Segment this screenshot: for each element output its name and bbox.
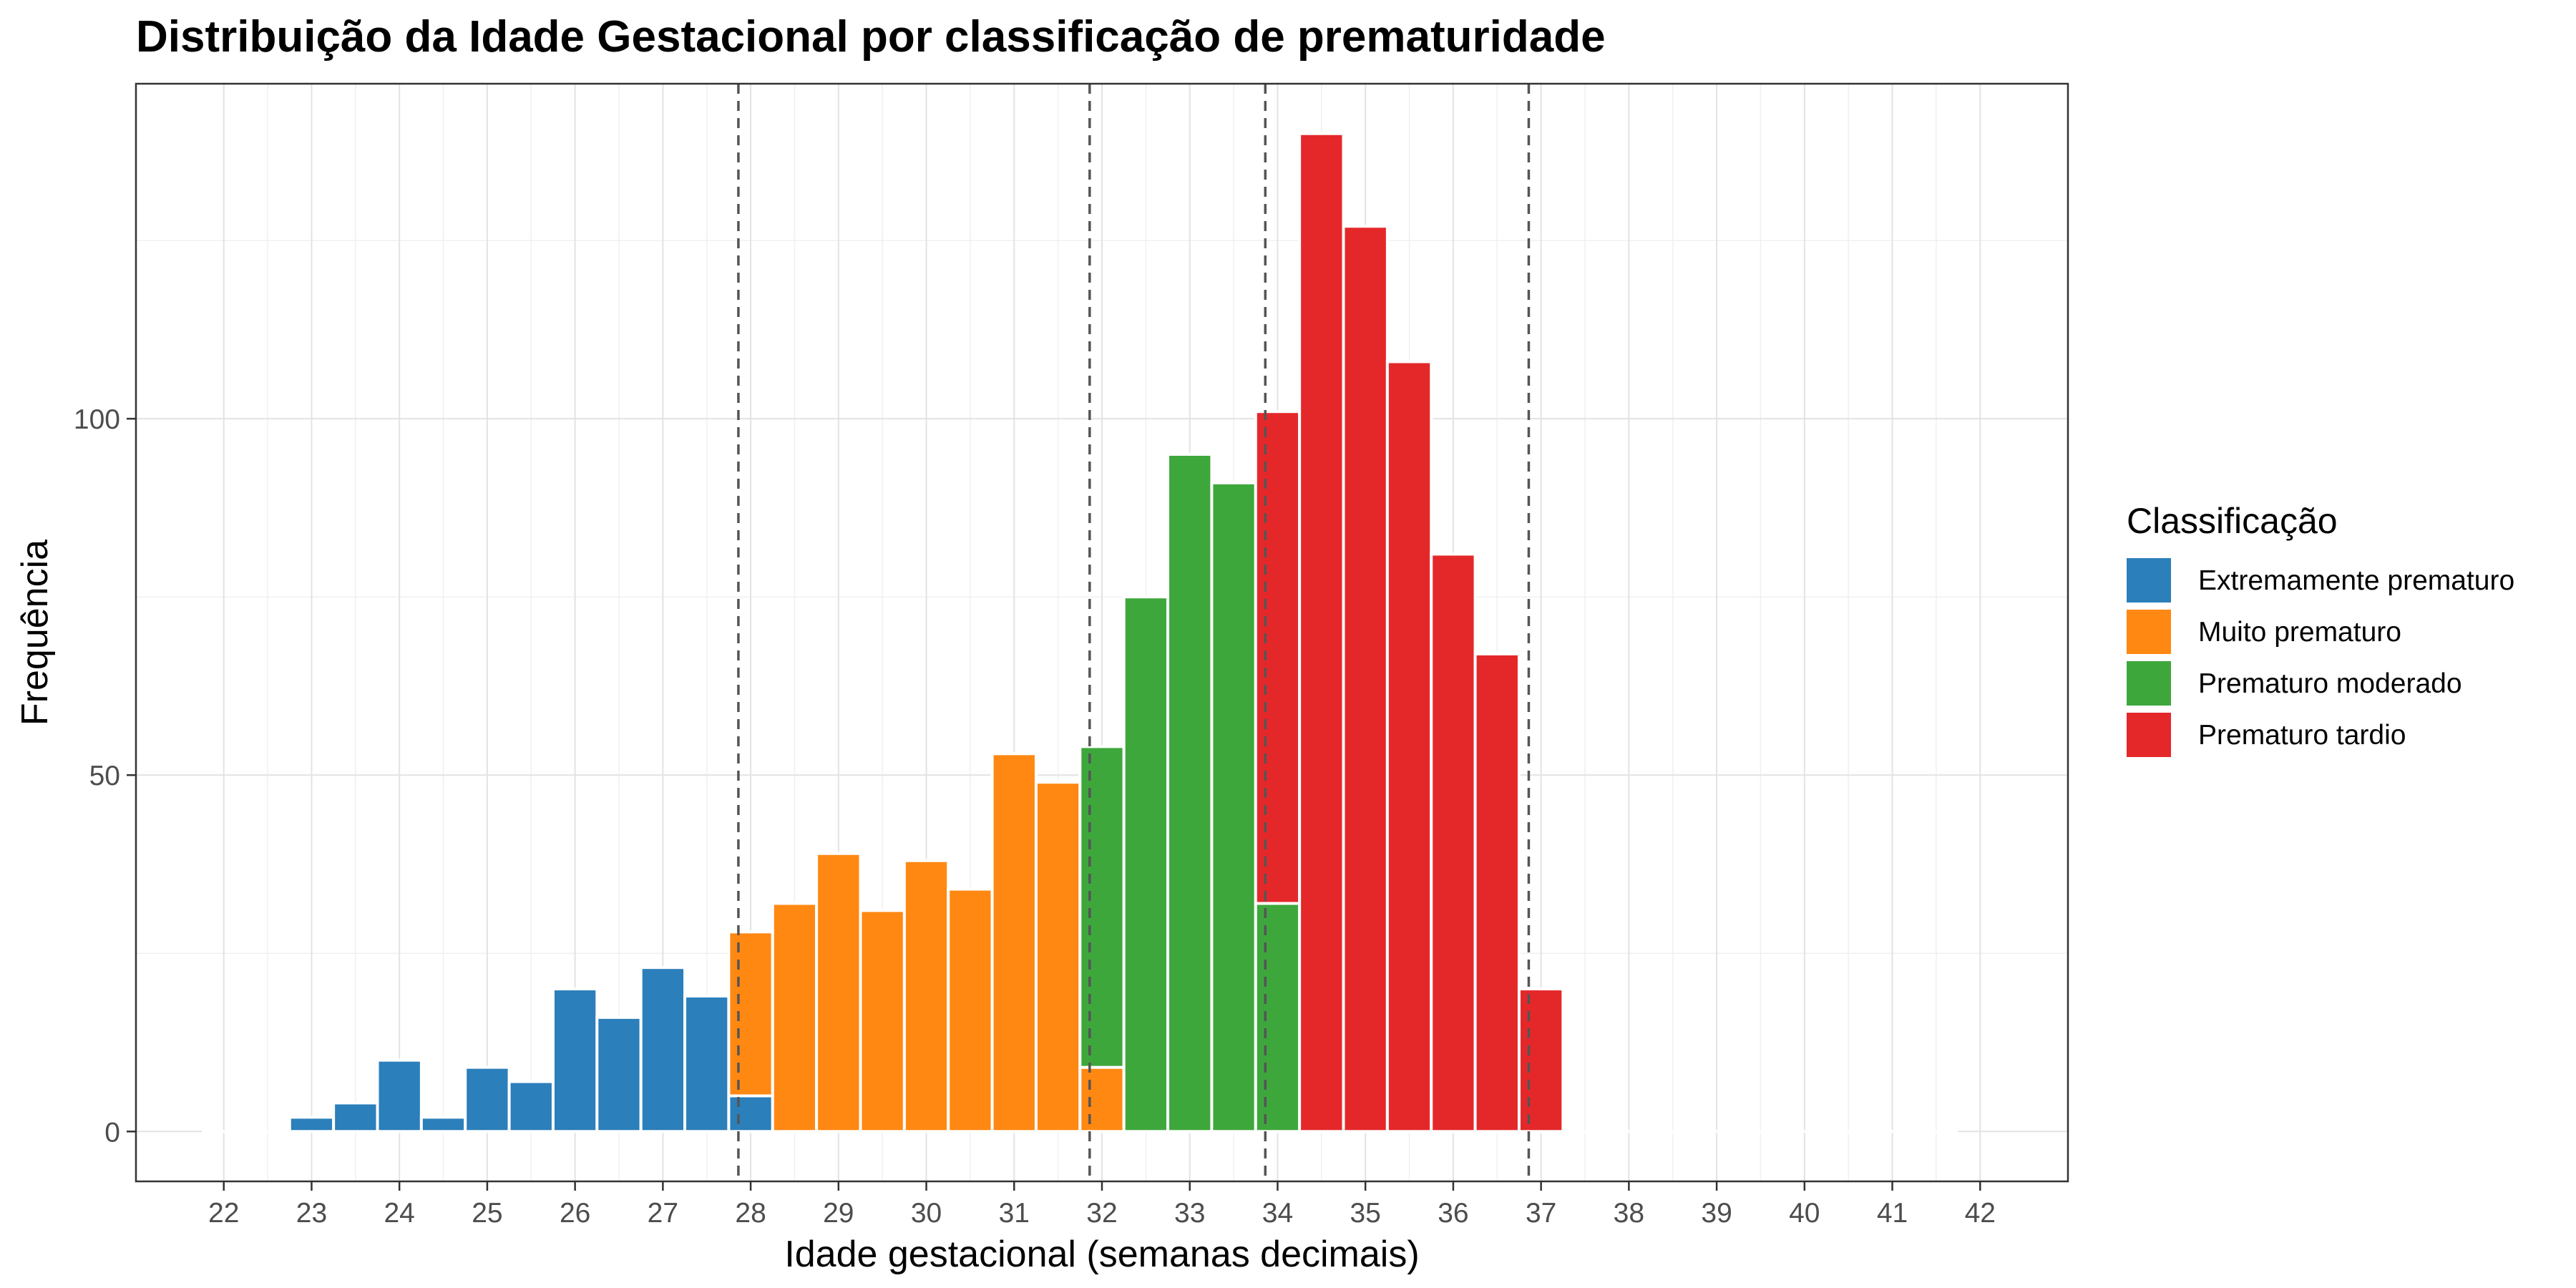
bar bbox=[902, 859, 950, 1133]
bar bbox=[859, 909, 906, 1133]
x-tick-label: 22 bbox=[208, 1198, 239, 1229]
y-tick-label: 100 bbox=[74, 404, 120, 435]
bar bbox=[639, 966, 687, 1133]
bar bbox=[1473, 652, 1521, 1133]
reference-lines bbox=[737, 84, 1531, 1181]
x-tick-label: 31 bbox=[999, 1198, 1030, 1229]
bar bbox=[551, 987, 599, 1133]
legend-label: Extremamente prematuro bbox=[2198, 565, 2514, 596]
x-tick-label: 28 bbox=[735, 1198, 766, 1229]
legend-label: Prematuro tardio bbox=[2198, 720, 2406, 751]
x-axis-title: Idade gestacional (semanas decimais) bbox=[784, 1234, 1419, 1275]
x-tick-label: 30 bbox=[911, 1198, 942, 1229]
x-axis: 22 23 24 25 26 27 28 29 30 31 32 33 34 35 36 37 38 39 40 41… bbox=[208, 1181, 1996, 1229]
bar bbox=[1254, 902, 1302, 1133]
x-tick-label: 23 bbox=[296, 1198, 327, 1229]
x-tick-label: 27 bbox=[648, 1198, 678, 1229]
y-tick-label: 0 bbox=[104, 1117, 120, 1148]
x-tick-label: 35 bbox=[1350, 1198, 1380, 1229]
x-tick-label: 41 bbox=[1877, 1198, 1908, 1229]
x-tick-label: 26 bbox=[560, 1198, 590, 1229]
x-tick-label: 33 bbox=[1174, 1198, 1205, 1229]
bars bbox=[202, 132, 1958, 1133]
chart-title: Distribuição da Idade Gestacional por cl… bbox=[136, 12, 1606, 62]
x-tick-label: 40 bbox=[1789, 1198, 1820, 1229]
bar bbox=[771, 902, 819, 1133]
x-tick-label: 25 bbox=[472, 1198, 502, 1229]
legend-label: Prematuro moderado bbox=[2198, 668, 2462, 699]
x-tick-label: 36 bbox=[1438, 1198, 1468, 1229]
legend-swatch bbox=[2127, 610, 2171, 654]
bar bbox=[1385, 360, 1433, 1133]
bar bbox=[1254, 410, 1302, 905]
x-tick-label: 34 bbox=[1262, 1198, 1293, 1229]
bar bbox=[595, 1015, 643, 1133]
x-tick-label: 32 bbox=[1086, 1198, 1117, 1229]
bar bbox=[332, 1101, 379, 1133]
bar bbox=[1078, 1065, 1126, 1133]
bar bbox=[1166, 452, 1214, 1133]
bar bbox=[727, 1094, 774, 1133]
x-tick-label: 39 bbox=[1701, 1198, 1732, 1229]
bar bbox=[1210, 481, 1257, 1133]
bar bbox=[1430, 552, 1477, 1133]
x-tick-label: 29 bbox=[823, 1198, 854, 1229]
x-tick-label: 42 bbox=[1965, 1198, 1996, 1229]
y-axis: 0 50 100 bbox=[74, 404, 136, 1148]
bar bbox=[1034, 781, 1082, 1133]
x-tick-label: 37 bbox=[1526, 1198, 1556, 1229]
legend-swatch bbox=[2127, 661, 2171, 706]
bar bbox=[464, 1065, 511, 1133]
bar bbox=[376, 1058, 423, 1133]
bar bbox=[507, 1080, 555, 1133]
bar bbox=[419, 1116, 467, 1133]
legend-title: Classificação bbox=[2127, 501, 2338, 541]
legend-swatch bbox=[2127, 713, 2171, 757]
x-tick-label: 24 bbox=[384, 1198, 414, 1229]
bar bbox=[1342, 225, 1389, 1133]
bar bbox=[990, 752, 1038, 1133]
legend-entries: Extremamente prematuro Muito prematuro Pre… bbox=[2127, 558, 2514, 757]
y-axis-title: Frequência bbox=[14, 540, 56, 726]
legend-label: Muito prematuro bbox=[2198, 617, 2401, 648]
bar bbox=[683, 995, 731, 1133]
bar bbox=[288, 1116, 336, 1133]
legend: Classificação Extremamente prematuro Muit… bbox=[2127, 501, 2514, 757]
legend-swatch bbox=[2127, 558, 2171, 602]
bar bbox=[727, 930, 774, 1098]
bar bbox=[1298, 132, 1345, 1133]
bar bbox=[1517, 987, 1565, 1133]
bar bbox=[947, 887, 994, 1133]
y-tick-label: 50 bbox=[89, 761, 120, 791]
bar bbox=[815, 852, 862, 1133]
bar bbox=[1078, 745, 1126, 1069]
x-tick-label: 38 bbox=[1614, 1198, 1644, 1229]
bar bbox=[1122, 595, 1170, 1133]
